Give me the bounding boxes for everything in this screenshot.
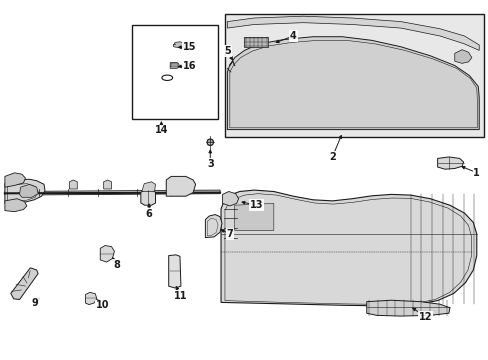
Polygon shape xyxy=(100,246,114,262)
Bar xyxy=(132,25,217,119)
Text: 3: 3 xyxy=(206,159,213,169)
Polygon shape xyxy=(205,215,222,238)
Text: 7: 7 xyxy=(226,229,233,239)
Polygon shape xyxy=(11,268,38,300)
Polygon shape xyxy=(454,50,471,63)
Polygon shape xyxy=(85,292,97,305)
Polygon shape xyxy=(20,184,38,197)
Text: 9: 9 xyxy=(32,298,39,308)
Polygon shape xyxy=(221,190,476,306)
Text: 8: 8 xyxy=(113,260,120,270)
Bar xyxy=(244,37,267,47)
Text: 14: 14 xyxy=(154,125,168,135)
Polygon shape xyxy=(69,180,77,189)
Polygon shape xyxy=(142,182,155,192)
Polygon shape xyxy=(170,63,179,68)
Polygon shape xyxy=(5,190,220,195)
Bar xyxy=(224,14,483,137)
Polygon shape xyxy=(5,173,25,187)
Polygon shape xyxy=(437,157,463,169)
Polygon shape xyxy=(173,42,183,48)
Polygon shape xyxy=(222,192,238,206)
Polygon shape xyxy=(103,180,111,189)
Polygon shape xyxy=(166,176,195,196)
Text: 12: 12 xyxy=(418,312,431,322)
Text: 10: 10 xyxy=(96,300,109,310)
Polygon shape xyxy=(366,300,449,316)
Text: 13: 13 xyxy=(249,200,263,210)
Polygon shape xyxy=(5,199,27,212)
Bar xyxy=(171,63,178,67)
Polygon shape xyxy=(141,190,155,205)
Text: 11: 11 xyxy=(174,291,187,301)
Polygon shape xyxy=(227,37,478,130)
Text: 2: 2 xyxy=(328,152,335,162)
Polygon shape xyxy=(227,16,478,50)
Polygon shape xyxy=(172,181,180,190)
Polygon shape xyxy=(234,203,273,230)
Ellipse shape xyxy=(207,139,213,145)
Text: 6: 6 xyxy=(145,209,152,219)
Text: 1: 1 xyxy=(472,168,479,178)
Text: 15: 15 xyxy=(183,42,196,52)
Text: 5: 5 xyxy=(224,46,230,56)
Text: 16: 16 xyxy=(183,60,196,71)
Polygon shape xyxy=(5,179,45,203)
Text: 4: 4 xyxy=(289,31,296,41)
Polygon shape xyxy=(168,255,181,288)
